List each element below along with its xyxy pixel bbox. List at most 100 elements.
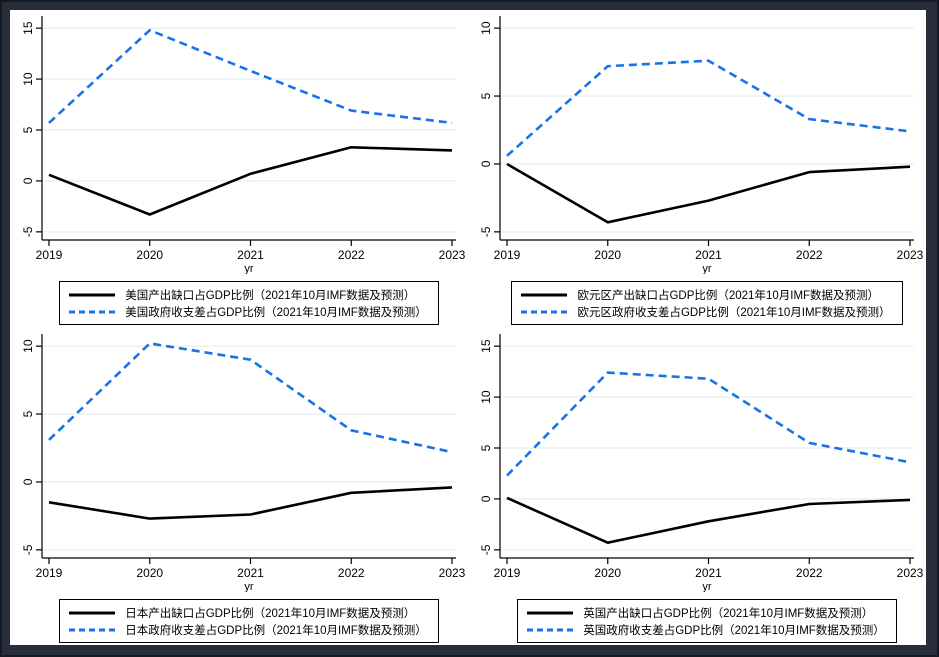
axes	[36, 16, 456, 246]
y-tick-label: 5	[21, 410, 35, 417]
x-tick-label: 2023	[439, 248, 466, 262]
legend-label: 日本产出缺口占GDP比例（2021年10月IMF数据及预测）	[125, 607, 416, 620]
legend-wrap: 欧元区产出缺口占GDP比例（2021年10月IMF数据及预测） 欧元区政府收支差占…	[500, 281, 914, 325]
legend-label: 美国产出缺口占GDP比例（2021年10月IMF数据及预测）	[125, 289, 416, 302]
series-line-dashed	[48, 28, 453, 125]
legend-line-swatch-dashed	[69, 628, 116, 631]
y-tick-label: 0	[21, 478, 35, 485]
series-line-dashed	[506, 371, 911, 477]
legend-row: 英国政府收支差占GDP比例（2021年10月IMF数据及预测）	[527, 621, 885, 638]
y-tick-label: -5	[21, 544, 35, 555]
x-tick-label: 2021	[237, 566, 264, 580]
legend-line-swatch-solid	[69, 293, 116, 296]
legend-row: 英国产出缺口占GDP比例（2021年10月IMF数据及预测）	[527, 604, 885, 621]
legend-label: 欧元区政府收支差占GDP比例（2021年10月IMF数据及预测）	[577, 306, 891, 319]
legend-wrap: 英国产出缺口占GDP比例（2021年10月IMF数据及预测） 英国政府收支差占GD…	[500, 599, 914, 643]
x-tick-label: 2019	[494, 248, 521, 262]
legend-row: 欧元区产出缺口占GDP比例（2021年10月IMF数据及预测）	[521, 286, 890, 303]
x-tick-label: 2020	[136, 566, 163, 580]
x-tick-label: 2023	[897, 566, 924, 580]
legend-box-bottom-left: 日本产出缺口占GDP比例（2021年10月IMF数据及预测） 日本政府收支差占GD…	[59, 599, 439, 643]
x-tick-label: 2023	[897, 248, 924, 262]
y-tick-label: 5	[479, 92, 493, 99]
chart-plot-bottom-left: -5 0 5 10 2019 2020 2021 2022 2023 yr	[21, 334, 466, 593]
chart-cell-bottom-right: -5 0 5 10 15 2019 2020 2021 2022 2023 yr 英国产出缺口占GDP…	[468, 328, 926, 645]
x-axis-title: yr	[244, 581, 254, 592]
y-tick-label: -5	[21, 226, 35, 237]
chart-plot-top-right: -5 0 5 10 2019 2020 2021 2022 2023 yr	[479, 16, 924, 275]
y-tick-label: 15	[479, 339, 493, 353]
y-tick-label: 0	[479, 160, 493, 167]
series-line-solid	[48, 146, 453, 216]
x-tick-label: 2019	[36, 248, 63, 262]
graph-panel: -5 0 5 10 15 2019 2020 2021 2022 2023 yr 美国产出缺口占GDP…	[10, 10, 926, 645]
x-tick-label: 2020	[594, 248, 621, 262]
chart-plot-bottom-right: -5 0 5 10 15 2019 2020 2021 2022 2023 yr	[479, 334, 924, 593]
y-tick-label: 5	[21, 126, 35, 133]
x-tick-label: 2023	[439, 566, 466, 580]
x-tick-label: 2022	[338, 566, 365, 580]
gridlines	[42, 345, 456, 551]
legend-line-swatch-solid	[521, 293, 568, 296]
series-line-dashed	[506, 59, 911, 157]
legend-label: 美国政府收支差占GDP比例（2021年10月IMF数据及预测）	[125, 306, 427, 319]
legend-row: 美国政府收支差占GDP比例（2021年10月IMF数据及预测）	[69, 303, 427, 320]
series-line-dashed	[48, 342, 453, 454]
series-line-solid	[506, 496, 911, 544]
chart-cell-top-left: -5 0 5 10 15 2019 2020 2021 2022 2023 yr 美国产出缺口占GDP…	[10, 10, 468, 328]
legend-line-swatch-dashed	[69, 310, 116, 313]
legend-row: 美国产出缺口占GDP比例（2021年10月IMF数据及预测）	[69, 286, 427, 303]
legend-line-swatch-solid	[69, 611, 116, 614]
y-tick-label: 15	[21, 21, 35, 35]
x-tick-label: 2020	[136, 248, 163, 262]
x-axis-title: yr	[702, 581, 712, 592]
y-tick-label: 10	[21, 339, 35, 353]
axes	[494, 334, 914, 564]
x-tick-label: 2019	[494, 566, 521, 580]
x-tick-label: 2022	[796, 248, 823, 262]
legend-line-swatch-dashed	[521, 310, 568, 313]
chart-plot-top-left: -5 0 5 10 15 2019 2020 2021 2022 2023 yr	[21, 16, 466, 275]
y-tick-label: 10	[479, 390, 493, 404]
legend-label: 英国政府收支差占GDP比例（2021年10月IMF数据及预测）	[583, 624, 885, 637]
legend-box-top-left: 美国产出缺口占GDP比例（2021年10月IMF数据及预测） 美国政府收支差占GD…	[59, 281, 439, 325]
series-line-solid	[48, 486, 453, 520]
x-tick-label: 2022	[338, 248, 365, 262]
gridlines	[42, 27, 456, 233]
y-tick-label: 0	[479, 495, 493, 502]
y-tick-label: 10	[479, 21, 493, 35]
x-axis-title: yr	[702, 263, 712, 274]
y-tick-label: 10	[21, 72, 35, 86]
x-tick-label: 2022	[796, 566, 823, 580]
legend-box-top-right: 欧元区产出缺口占GDP比例（2021年10月IMF数据及预测） 欧元区政府收支差占…	[511, 281, 903, 325]
legend-box-bottom-right: 英国产出缺口占GDP比例（2021年10月IMF数据及预测） 英国政府收支差占GD…	[517, 599, 897, 643]
gridlines	[500, 27, 914, 233]
x-tick-label: 2020	[594, 566, 621, 580]
legend-wrap: 美国产出缺口占GDP比例（2021年10月IMF数据及预测） 美国政府收支差占GD…	[42, 281, 456, 325]
axes	[36, 334, 456, 564]
axes	[494, 16, 914, 246]
x-tick-label: 2021	[695, 248, 722, 262]
x-tick-label: 2021	[695, 566, 722, 580]
legend-label: 欧元区产出缺口占GDP比例（2021年10月IMF数据及预测）	[577, 289, 880, 302]
legend-wrap: 日本产出缺口占GDP比例（2021年10月IMF数据及预测） 日本政府收支差占GD…	[42, 599, 456, 643]
legend-row: 日本产出缺口占GDP比例（2021年10月IMF数据及预测）	[69, 604, 427, 621]
chart-cell-bottom-left: -5 0 5 10 2019 2020 2021 2022 2023 yr 日本产出缺口占GDP比例…	[10, 328, 468, 645]
legend-row: 日本政府收支差占GDP比例（2021年10月IMF数据及预测）	[69, 621, 427, 638]
legend-label: 日本政府收支差占GDP比例（2021年10月IMF数据及预测）	[125, 624, 427, 637]
y-tick-label: 0	[21, 177, 35, 184]
legend-line-swatch-dashed	[527, 628, 574, 631]
chart-cell-top-right: -5 0 5 10 2019 2020 2021 2022 2023 yr 欧元区产出缺口占GDP比…	[468, 10, 926, 328]
y-tick-label: 5	[479, 444, 493, 451]
y-tick-label: -5	[479, 226, 493, 237]
legend-row: 欧元区政府收支差占GDP比例（2021年10月IMF数据及预测）	[521, 303, 891, 320]
gridlines	[500, 345, 914, 551]
charts-grid: -5 0 5 10 15 2019 2020 2021 2022 2023 yr 美国产出缺口占GDP…	[10, 10, 926, 645]
x-tick-label: 2021	[237, 248, 264, 262]
x-tick-label: 2019	[36, 566, 63, 580]
x-axis-title: yr	[244, 263, 254, 274]
y-tick-label: -5	[479, 544, 493, 555]
series-line-solid	[506, 162, 911, 224]
legend-label: 英国产出缺口占GDP比例（2021年10月IMF数据及预测）	[583, 607, 874, 620]
